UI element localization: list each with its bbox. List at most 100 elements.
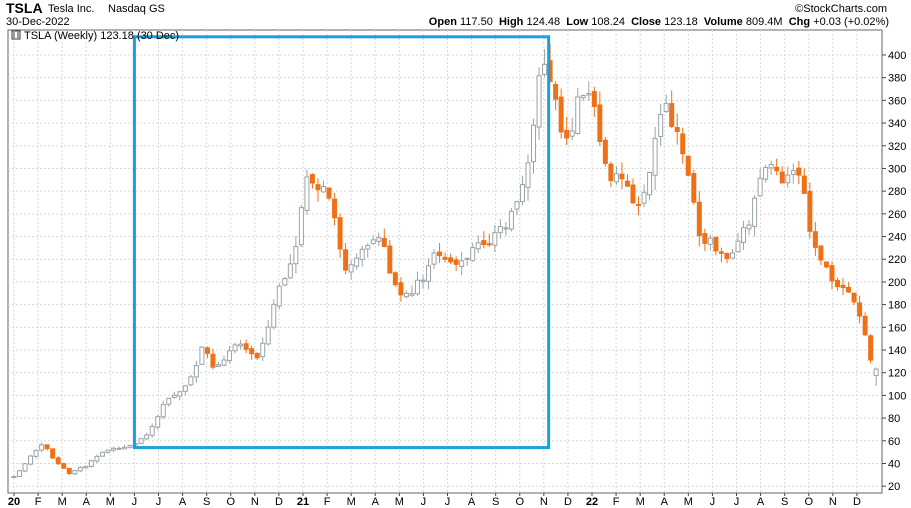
candle-body xyxy=(630,184,636,204)
candle-body xyxy=(868,335,874,361)
candle xyxy=(696,191,702,247)
candle-body xyxy=(812,231,818,248)
candle xyxy=(857,295,863,324)
candle-body xyxy=(44,444,50,450)
candle-body xyxy=(105,449,111,453)
candle-body xyxy=(857,302,863,317)
candle-body xyxy=(11,476,17,479)
candle xyxy=(39,442,45,453)
candle-body xyxy=(354,257,360,267)
candle xyxy=(199,346,205,366)
y-tick-label: 340 xyxy=(888,118,906,130)
x-tick-label: J xyxy=(445,496,451,508)
candle xyxy=(293,235,299,274)
candle xyxy=(586,81,592,102)
y-tick-label: 300 xyxy=(888,163,906,175)
candle xyxy=(774,158,780,176)
candle xyxy=(431,249,437,270)
candle-body xyxy=(337,217,343,250)
candle-body xyxy=(613,173,619,183)
candle xyxy=(868,334,874,364)
candle xyxy=(752,195,758,237)
candle-body xyxy=(702,233,708,244)
candle-body xyxy=(437,251,443,257)
candle-body xyxy=(116,447,122,450)
chg-label: Chg xyxy=(788,16,811,28)
candle-body xyxy=(326,187,332,199)
candle xyxy=(332,192,338,226)
candle-body xyxy=(122,446,128,450)
candle-body xyxy=(492,232,498,246)
candle xyxy=(542,49,548,77)
candle-body xyxy=(779,171,785,184)
watermark: ©StockCharts.com xyxy=(795,3,887,15)
candle-body xyxy=(149,425,155,436)
candle-body xyxy=(66,467,72,475)
candle-body xyxy=(221,359,227,366)
candle-body xyxy=(508,210,514,230)
x-tick-label: O xyxy=(226,496,235,508)
candle-body xyxy=(497,226,503,234)
x-tick-label: A xyxy=(83,496,91,508)
candle-body xyxy=(724,253,730,259)
y-tick-label: 180 xyxy=(888,300,906,312)
candle xyxy=(414,271,420,296)
candle-body xyxy=(685,155,691,176)
low-label: Low xyxy=(566,16,589,28)
y-tick-label: 320 xyxy=(888,141,906,153)
candle-body xyxy=(591,91,597,107)
candle xyxy=(508,207,514,232)
candle xyxy=(188,374,194,387)
ticker-symbol: TSLA xyxy=(6,0,43,16)
candle xyxy=(177,391,183,401)
candle xyxy=(50,448,56,460)
candle xyxy=(304,169,310,215)
candle xyxy=(437,243,443,263)
candle-body xyxy=(204,347,210,354)
candle-body xyxy=(28,455,34,465)
candle-body xyxy=(293,246,299,265)
x-tick-label: S xyxy=(781,496,788,508)
candle-body xyxy=(796,167,802,176)
x-tick-label: N xyxy=(251,496,259,508)
candle xyxy=(525,154,531,201)
candle-body xyxy=(22,463,28,472)
high-label: High xyxy=(498,16,524,28)
candle-body xyxy=(470,247,476,262)
candle-body xyxy=(713,236,719,252)
x-tick-label: D xyxy=(564,496,572,508)
x-tick-label: J xyxy=(710,496,716,508)
candle-body xyxy=(735,240,741,253)
x-tick-label: M xyxy=(58,496,67,508)
close-value: 123.18 xyxy=(664,16,698,28)
candle xyxy=(420,274,426,289)
candle-body xyxy=(741,227,747,243)
candle xyxy=(392,271,398,287)
x-tick-label: M xyxy=(684,496,693,508)
candle xyxy=(66,467,72,476)
candle xyxy=(171,391,177,399)
candle-body xyxy=(774,166,780,172)
y-tick-label: 20 xyxy=(888,481,900,493)
candle xyxy=(110,446,116,453)
candle-body xyxy=(823,261,829,268)
candle xyxy=(602,137,608,167)
candle xyxy=(276,283,282,310)
candle xyxy=(354,253,360,270)
candle xyxy=(215,361,221,367)
candle-body xyxy=(376,237,382,242)
candle xyxy=(343,243,349,275)
candle-body xyxy=(343,249,349,271)
candle-body xyxy=(265,326,271,345)
candle-body xyxy=(669,103,675,127)
candle-body xyxy=(641,191,647,204)
candle xyxy=(702,228,708,252)
candle xyxy=(630,178,636,204)
candle-body xyxy=(309,174,315,184)
candle-body xyxy=(542,63,548,75)
candle xyxy=(685,155,691,177)
candle xyxy=(426,258,432,290)
candle-body xyxy=(658,114,664,137)
candle-body xyxy=(486,243,492,246)
